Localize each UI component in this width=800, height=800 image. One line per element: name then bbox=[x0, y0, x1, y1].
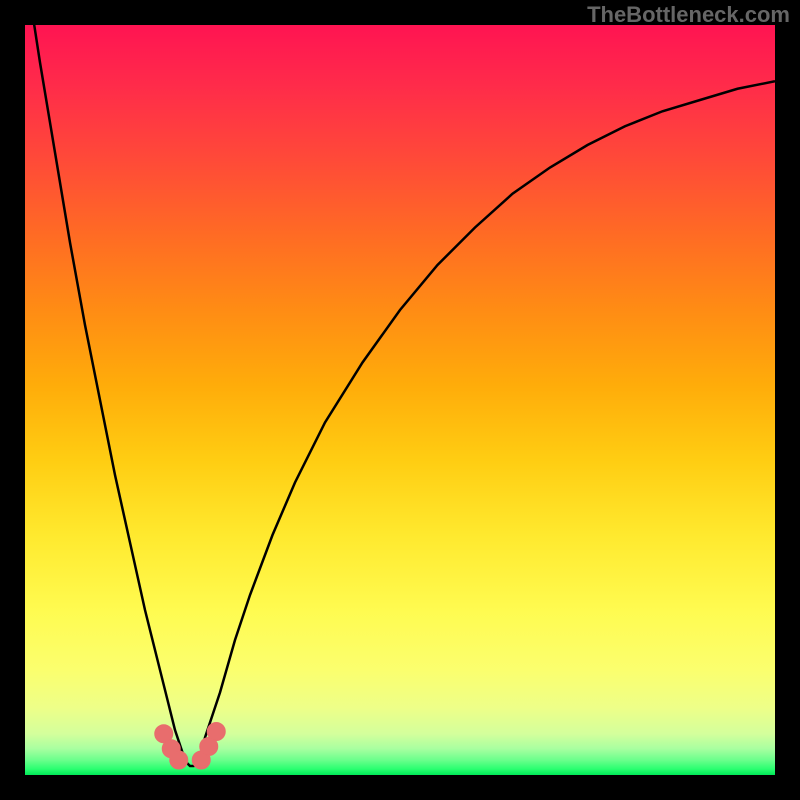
curve-path bbox=[25, 25, 775, 766]
bottleneck-curve bbox=[25, 25, 775, 775]
data-marker bbox=[170, 751, 188, 769]
plot-area bbox=[25, 25, 775, 775]
marker-group bbox=[155, 723, 226, 770]
data-marker bbox=[207, 723, 225, 741]
watermark-text: TheBottleneck.com bbox=[587, 2, 790, 28]
figure-container: TheBottleneck.com bbox=[0, 0, 800, 800]
